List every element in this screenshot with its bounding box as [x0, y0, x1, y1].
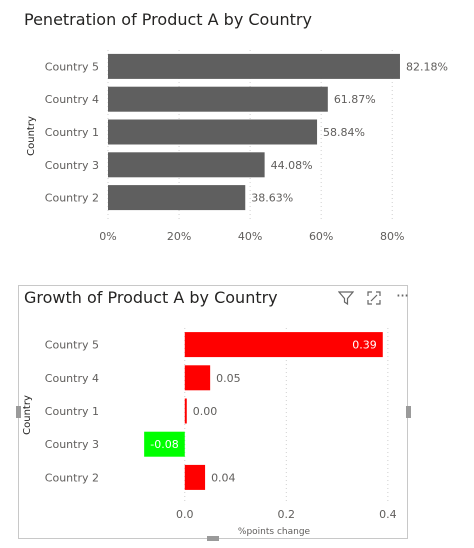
- penetration-plot: 0% 20% 40% 60% 80% Country Country 5 82.18% Coun…: [26, 50, 448, 243]
- data-label: 0.04: [211, 471, 236, 484]
- category-label: Country 2: [45, 471, 99, 484]
- y-axis-label: Country: [26, 116, 37, 156]
- focus-mode-icon[interactable]: [366, 290, 382, 310]
- data-label: 58.84%: [323, 126, 365, 139]
- growth-plot: 0.0 0.2 0.4 Country %points change Country 5 0…: [22, 328, 397, 537]
- more-options-icon[interactable]: ···: [395, 286, 409, 305]
- y-axis-label: Country: [22, 395, 33, 435]
- data-label: 61.87%: [334, 93, 376, 106]
- resize-handle-bottom[interactable]: [207, 536, 219, 541]
- category-label: Country 1: [45, 126, 99, 139]
- data-label: 38.63%: [251, 192, 293, 205]
- category-label: Country 2: [45, 192, 99, 205]
- bar: [184, 365, 211, 391]
- category-label: Country 5: [45, 339, 99, 352]
- bar: [108, 185, 246, 211]
- x-axis-label: %points change: [238, 527, 311, 537]
- filter-icon[interactable]: [337, 290, 355, 310]
- bar: [184, 464, 206, 490]
- category-label: Country 3: [45, 159, 99, 172]
- data-label: 0.39: [352, 339, 377, 352]
- x-tick-label: 60%: [309, 230, 333, 243]
- data-label: 0.05: [216, 372, 241, 385]
- x-tick-label: 0.0: [176, 508, 194, 521]
- x-tick-label: 40%: [238, 230, 262, 243]
- x-tick-label: 0.2: [278, 508, 296, 521]
- data-label: 0.00: [193, 405, 218, 418]
- x-tick-label: 0%: [99, 230, 116, 243]
- bar: [108, 152, 265, 178]
- growth-chart-visual[interactable]: Growth of Product A by Country ··· 0.0 0.…: [0, 282, 474, 548]
- category-label: Country 4: [45, 93, 99, 106]
- resize-handle-left[interactable]: [16, 406, 21, 418]
- chart-title: Penetration of Product A by Country: [24, 10, 312, 29]
- bar: [108, 86, 328, 112]
- bar: [108, 119, 318, 145]
- x-tick-label: 20%: [167, 230, 191, 243]
- data-label: 82.18%: [406, 60, 448, 73]
- penetration-chart: Penetration of Product A by Country 0% 20…: [0, 0, 474, 262]
- category-label: Country 1: [45, 405, 99, 418]
- x-tick-label: 0.4: [379, 508, 397, 521]
- category-label: Country 4: [45, 372, 99, 385]
- bar: [144, 431, 185, 457]
- x-tick-label: 80%: [380, 230, 404, 243]
- bar: [184, 332, 383, 358]
- data-label: -0.08: [150, 438, 178, 451]
- bar: [184, 398, 187, 424]
- visual-toolbar: ···: [337, 286, 410, 310]
- category-label: Country 5: [45, 60, 99, 73]
- resize-handle-right[interactable]: [406, 406, 411, 418]
- data-label: 44.08%: [271, 159, 313, 172]
- chart-title: Growth of Product A by Country: [24, 288, 278, 307]
- bar: [108, 53, 400, 79]
- category-label: Country 3: [45, 438, 99, 451]
